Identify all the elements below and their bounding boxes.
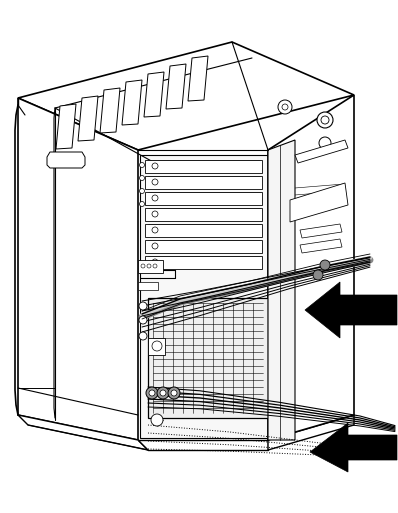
- Circle shape: [140, 163, 144, 168]
- Polygon shape: [145, 176, 262, 189]
- Polygon shape: [145, 192, 262, 205]
- Circle shape: [278, 100, 292, 114]
- Polygon shape: [148, 298, 268, 418]
- Circle shape: [152, 163, 158, 169]
- Circle shape: [321, 116, 329, 124]
- Polygon shape: [148, 338, 165, 355]
- Circle shape: [152, 211, 158, 217]
- Polygon shape: [300, 239, 342, 253]
- Circle shape: [160, 390, 166, 396]
- Polygon shape: [188, 56, 208, 101]
- Circle shape: [141, 264, 145, 268]
- Circle shape: [171, 390, 177, 396]
- Circle shape: [320, 260, 330, 270]
- Circle shape: [140, 175, 144, 181]
- Circle shape: [140, 188, 144, 193]
- Polygon shape: [100, 88, 120, 133]
- Circle shape: [168, 387, 180, 399]
- Polygon shape: [18, 42, 354, 150]
- Circle shape: [149, 390, 155, 396]
- Polygon shape: [305, 282, 397, 338]
- Circle shape: [139, 302, 147, 310]
- Circle shape: [313, 270, 323, 280]
- Circle shape: [319, 137, 331, 149]
- Polygon shape: [268, 415, 354, 450]
- Polygon shape: [145, 240, 262, 253]
- Polygon shape: [295, 140, 348, 163]
- Circle shape: [153, 264, 157, 268]
- Circle shape: [151, 414, 163, 426]
- Circle shape: [317, 112, 333, 128]
- Polygon shape: [138, 440, 268, 450]
- Circle shape: [282, 104, 288, 110]
- Polygon shape: [145, 256, 262, 269]
- Circle shape: [146, 387, 158, 399]
- Circle shape: [152, 179, 158, 185]
- Circle shape: [139, 316, 147, 324]
- Polygon shape: [145, 160, 262, 173]
- Circle shape: [140, 202, 144, 207]
- Polygon shape: [140, 155, 268, 438]
- Polygon shape: [18, 415, 148, 450]
- Circle shape: [152, 341, 162, 351]
- Polygon shape: [145, 208, 262, 221]
- Polygon shape: [300, 224, 342, 238]
- Polygon shape: [145, 224, 262, 237]
- Polygon shape: [47, 152, 85, 168]
- Polygon shape: [78, 96, 98, 141]
- Polygon shape: [56, 104, 76, 149]
- Polygon shape: [268, 95, 354, 440]
- Polygon shape: [138, 282, 158, 290]
- Polygon shape: [122, 80, 142, 125]
- Circle shape: [147, 264, 151, 268]
- Circle shape: [152, 259, 158, 265]
- Circle shape: [157, 387, 169, 399]
- Circle shape: [152, 195, 158, 201]
- Polygon shape: [268, 140, 295, 440]
- Polygon shape: [144, 72, 164, 117]
- Polygon shape: [138, 260, 163, 273]
- Circle shape: [152, 243, 158, 249]
- Polygon shape: [290, 183, 348, 222]
- Polygon shape: [166, 64, 186, 109]
- Polygon shape: [310, 423, 397, 472]
- Circle shape: [139, 332, 147, 340]
- Polygon shape: [18, 98, 138, 440]
- Circle shape: [152, 227, 158, 233]
